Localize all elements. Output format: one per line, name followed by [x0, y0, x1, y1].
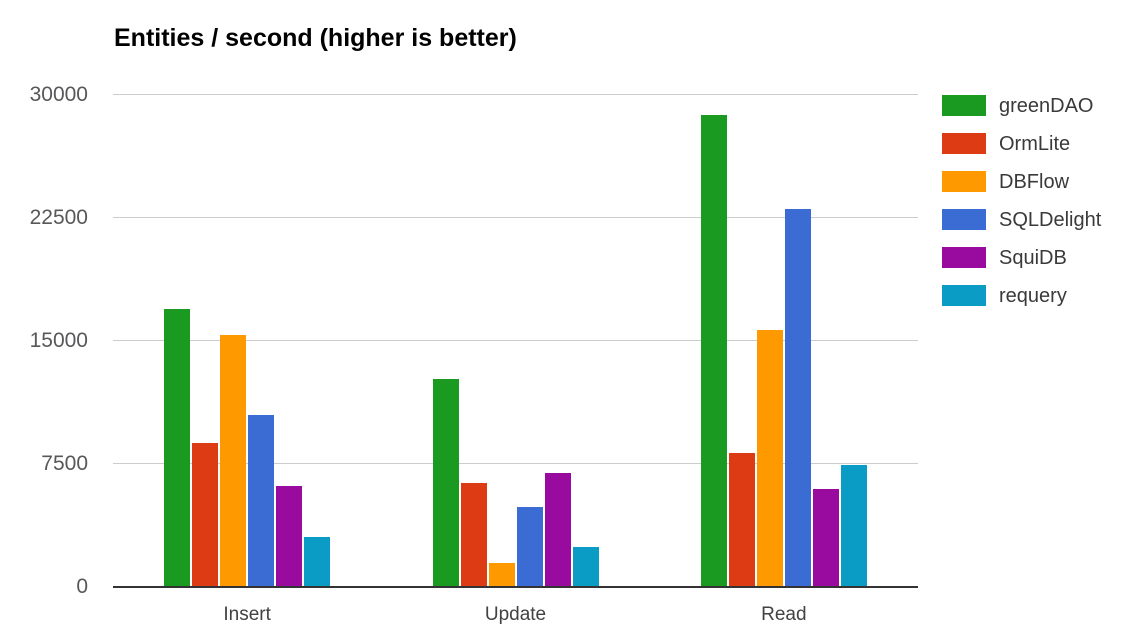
bar-OrmLite-Insert[interactable]	[192, 443, 219, 586]
bar-OrmLite-Update[interactable]	[460, 482, 487, 586]
gridline-7500	[113, 462, 918, 464]
legend-swatch-SquiDB	[942, 247, 986, 268]
gridline-22500	[113, 216, 918, 218]
y-tick-label-7500: 7500	[41, 452, 88, 475]
legend-label-greenDAO: greenDAO	[999, 94, 1094, 117]
bar-SquiDB-Update[interactable]	[544, 472, 571, 586]
bar-requery-Update[interactable]	[572, 546, 599, 586]
bar-SQLDelight-Insert[interactable]	[248, 415, 275, 586]
x-tick-label-Read: Read	[761, 604, 807, 625]
y-tick-label-30000: 30000	[29, 83, 88, 106]
gridline-15000	[113, 339, 918, 341]
legend-swatch-DBFlow	[942, 171, 986, 192]
bar-greenDAO-Update[interactable]	[432, 379, 459, 586]
legend-item-SquiDB: SquiDB	[942, 247, 1101, 268]
legend-label-OrmLite: OrmLite	[999, 132, 1071, 155]
legend-label-SquiDB: SquiDB	[999, 246, 1067, 269]
bar-greenDAO-Read[interactable]	[700, 115, 727, 586]
y-tick-label-22500: 22500	[29, 206, 88, 229]
legend-item-SQLDelight: SQLDelight	[942, 209, 1101, 230]
bar-greenDAO-Insert[interactable]	[164, 308, 191, 586]
gridline-30000	[113, 93, 918, 95]
bar-DBFlow-Insert[interactable]	[220, 335, 247, 586]
bar-SquiDB-Read[interactable]	[812, 489, 839, 586]
legend-swatch-greenDAO	[942, 95, 986, 116]
bar-SquiDB-Insert[interactable]	[276, 485, 303, 586]
legend-swatch-requery	[942, 285, 986, 306]
bar-DBFlow-Read[interactable]	[756, 330, 783, 586]
legend: greenDAO OrmLite DBFlow SQLDelight SquiDB req…	[942, 95, 1101, 323]
legend-label-DBFlow: DBFlow	[999, 170, 1070, 193]
y-tick-label-0: 0	[76, 575, 88, 598]
bar-SQLDelight-Update[interactable]	[516, 507, 543, 586]
x-axis-line	[113, 586, 918, 588]
legend-label-SQLDelight: SQLDelight	[999, 208, 1102, 231]
bar-DBFlow-Update[interactable]	[488, 563, 515, 586]
bar-SQLDelight-Read[interactable]	[784, 208, 811, 586]
bar-requery-Read[interactable]	[840, 464, 867, 586]
bar-requery-Insert[interactable]	[304, 536, 331, 586]
legend-label-requery: requery	[999, 284, 1067, 307]
x-tick-label-Insert: Insert	[223, 604, 271, 625]
y-tick-label-15000: 15000	[29, 329, 88, 352]
legend-item-DBFlow: DBFlow	[942, 171, 1101, 192]
chart-title: Entities / second (higher is better)	[114, 24, 517, 52]
legend-item-greenDAO: greenDAO	[942, 95, 1101, 116]
legend-swatch-SQLDelight	[942, 209, 986, 230]
legend-item-OrmLite: OrmLite	[942, 133, 1101, 154]
x-tick-label-Update: Update	[484, 604, 547, 625]
legend-item-requery: requery	[942, 285, 1101, 306]
bar-OrmLite-Read[interactable]	[728, 453, 755, 586]
legend-swatch-OrmLite	[942, 133, 986, 154]
